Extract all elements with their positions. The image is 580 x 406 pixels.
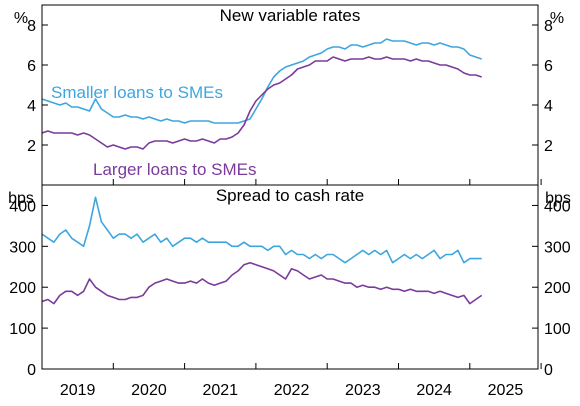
- y-unit-left: bps: [8, 190, 34, 207]
- y-tick-label-left: 400: [9, 198, 36, 215]
- x-tick-label: 2021: [202, 382, 238, 399]
- series-line-larger: [41, 261, 483, 305]
- y-tick-label-left: 6: [27, 58, 36, 75]
- series-line-larger: [41, 56, 482, 150]
- panel-title: New variable rates: [220, 6, 361, 25]
- y-tick-label-left: 0: [27, 362, 36, 379]
- y-tick-label-right: 2: [544, 138, 553, 155]
- plot-frame: [41, 4, 539, 370]
- y-tick-label-left: 300: [9, 239, 36, 256]
- y-tick-label-left: 8: [27, 18, 36, 35]
- y-unit-right: %: [550, 10, 564, 27]
- y-tick-label-left: 100: [9, 321, 36, 338]
- series-label-smaller: Smaller loans to SMEs: [51, 83, 223, 102]
- y-tick-label-left: 4: [27, 98, 36, 115]
- y-tick-label-left: 2: [27, 138, 36, 155]
- series-line-smaller: [41, 38, 482, 124]
- y-unit-left: %: [14, 10, 28, 27]
- panel-title: Spread to cash rate: [216, 186, 364, 205]
- y-tick-label-left: 200: [9, 280, 36, 297]
- series-line-smaller: [41, 196, 482, 264]
- x-tick-label: 2020: [131, 382, 167, 399]
- x-tick-label: 2022: [274, 382, 310, 399]
- y-tick-label-right: 0: [544, 362, 553, 379]
- y-tick-label-right: 200: [544, 280, 571, 297]
- x-tick-label: 2025: [488, 382, 524, 399]
- y-tick-label-right: 4: [544, 98, 553, 115]
- x-tick-label: 2024: [416, 382, 452, 399]
- y-tick-label-right: 400: [544, 198, 571, 215]
- series-label-larger: Larger loans to SMEs: [93, 160, 256, 179]
- y-tick-label-right: 100: [544, 321, 571, 338]
- y-tick-label-right: 300: [544, 239, 571, 256]
- y-unit-right: bps: [545, 190, 571, 207]
- x-tick-label: 2023: [345, 382, 381, 399]
- y-tick-label-right: 8: [544, 18, 553, 35]
- y-tick-label-right: 6: [544, 58, 553, 75]
- x-tick-label: 2019: [60, 382, 96, 399]
